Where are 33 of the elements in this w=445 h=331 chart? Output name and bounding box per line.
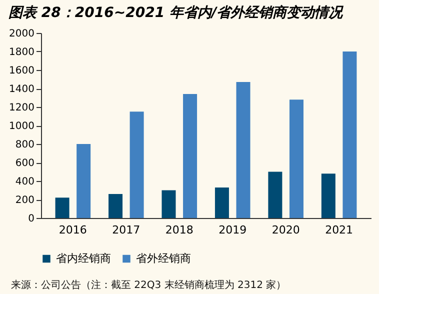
y-tick-label: 1200 — [9, 102, 34, 114]
source-note: 来源：公司公告（注：截至 22Q3 末经销商梳理为 2312 家） — [11, 279, 286, 291]
bar — [108, 194, 123, 218]
y-tick-label: 1400 — [9, 84, 34, 95]
bar — [183, 94, 198, 218]
bar — [342, 52, 357, 218]
bar — [321, 174, 336, 218]
x-tick-label: 2017 — [112, 224, 140, 236]
legend-label: 省外经销商 — [136, 252, 191, 265]
bar — [55, 198, 70, 218]
x-tick-label: 2016 — [58, 224, 87, 236]
bar — [214, 187, 229, 218]
x-tick-label: 2021 — [325, 224, 354, 236]
bar — [162, 190, 176, 218]
bar — [236, 82, 250, 218]
legend-label: 省内经销商 — [56, 252, 111, 265]
x-tick-label: 2018 — [165, 224, 194, 236]
y-tick-label: 0 — [28, 214, 34, 224]
x-tick-label: 2020 — [272, 224, 300, 236]
y-tick-label: 200 — [15, 195, 34, 206]
y-tick-label: 2000 — [9, 28, 34, 40]
y-tick-label: 400 — [15, 176, 34, 188]
y-tick-label: 1000 — [9, 121, 34, 132]
chart-title: 图表 28：2016~2021 年省内/省外经销商变动情况 — [8, 4, 345, 21]
x-tick-label: 2019 — [218, 224, 247, 236]
bar — [130, 112, 144, 218]
bar — [76, 144, 91, 218]
y-tick-label: 800 — [15, 140, 34, 150]
y-tick-label: 600 — [15, 158, 34, 169]
y-tick-label: 1600 — [9, 66, 34, 76]
y-tick-label: 1800 — [9, 47, 34, 58]
bar — [289, 100, 304, 218]
bar — [268, 172, 282, 218]
